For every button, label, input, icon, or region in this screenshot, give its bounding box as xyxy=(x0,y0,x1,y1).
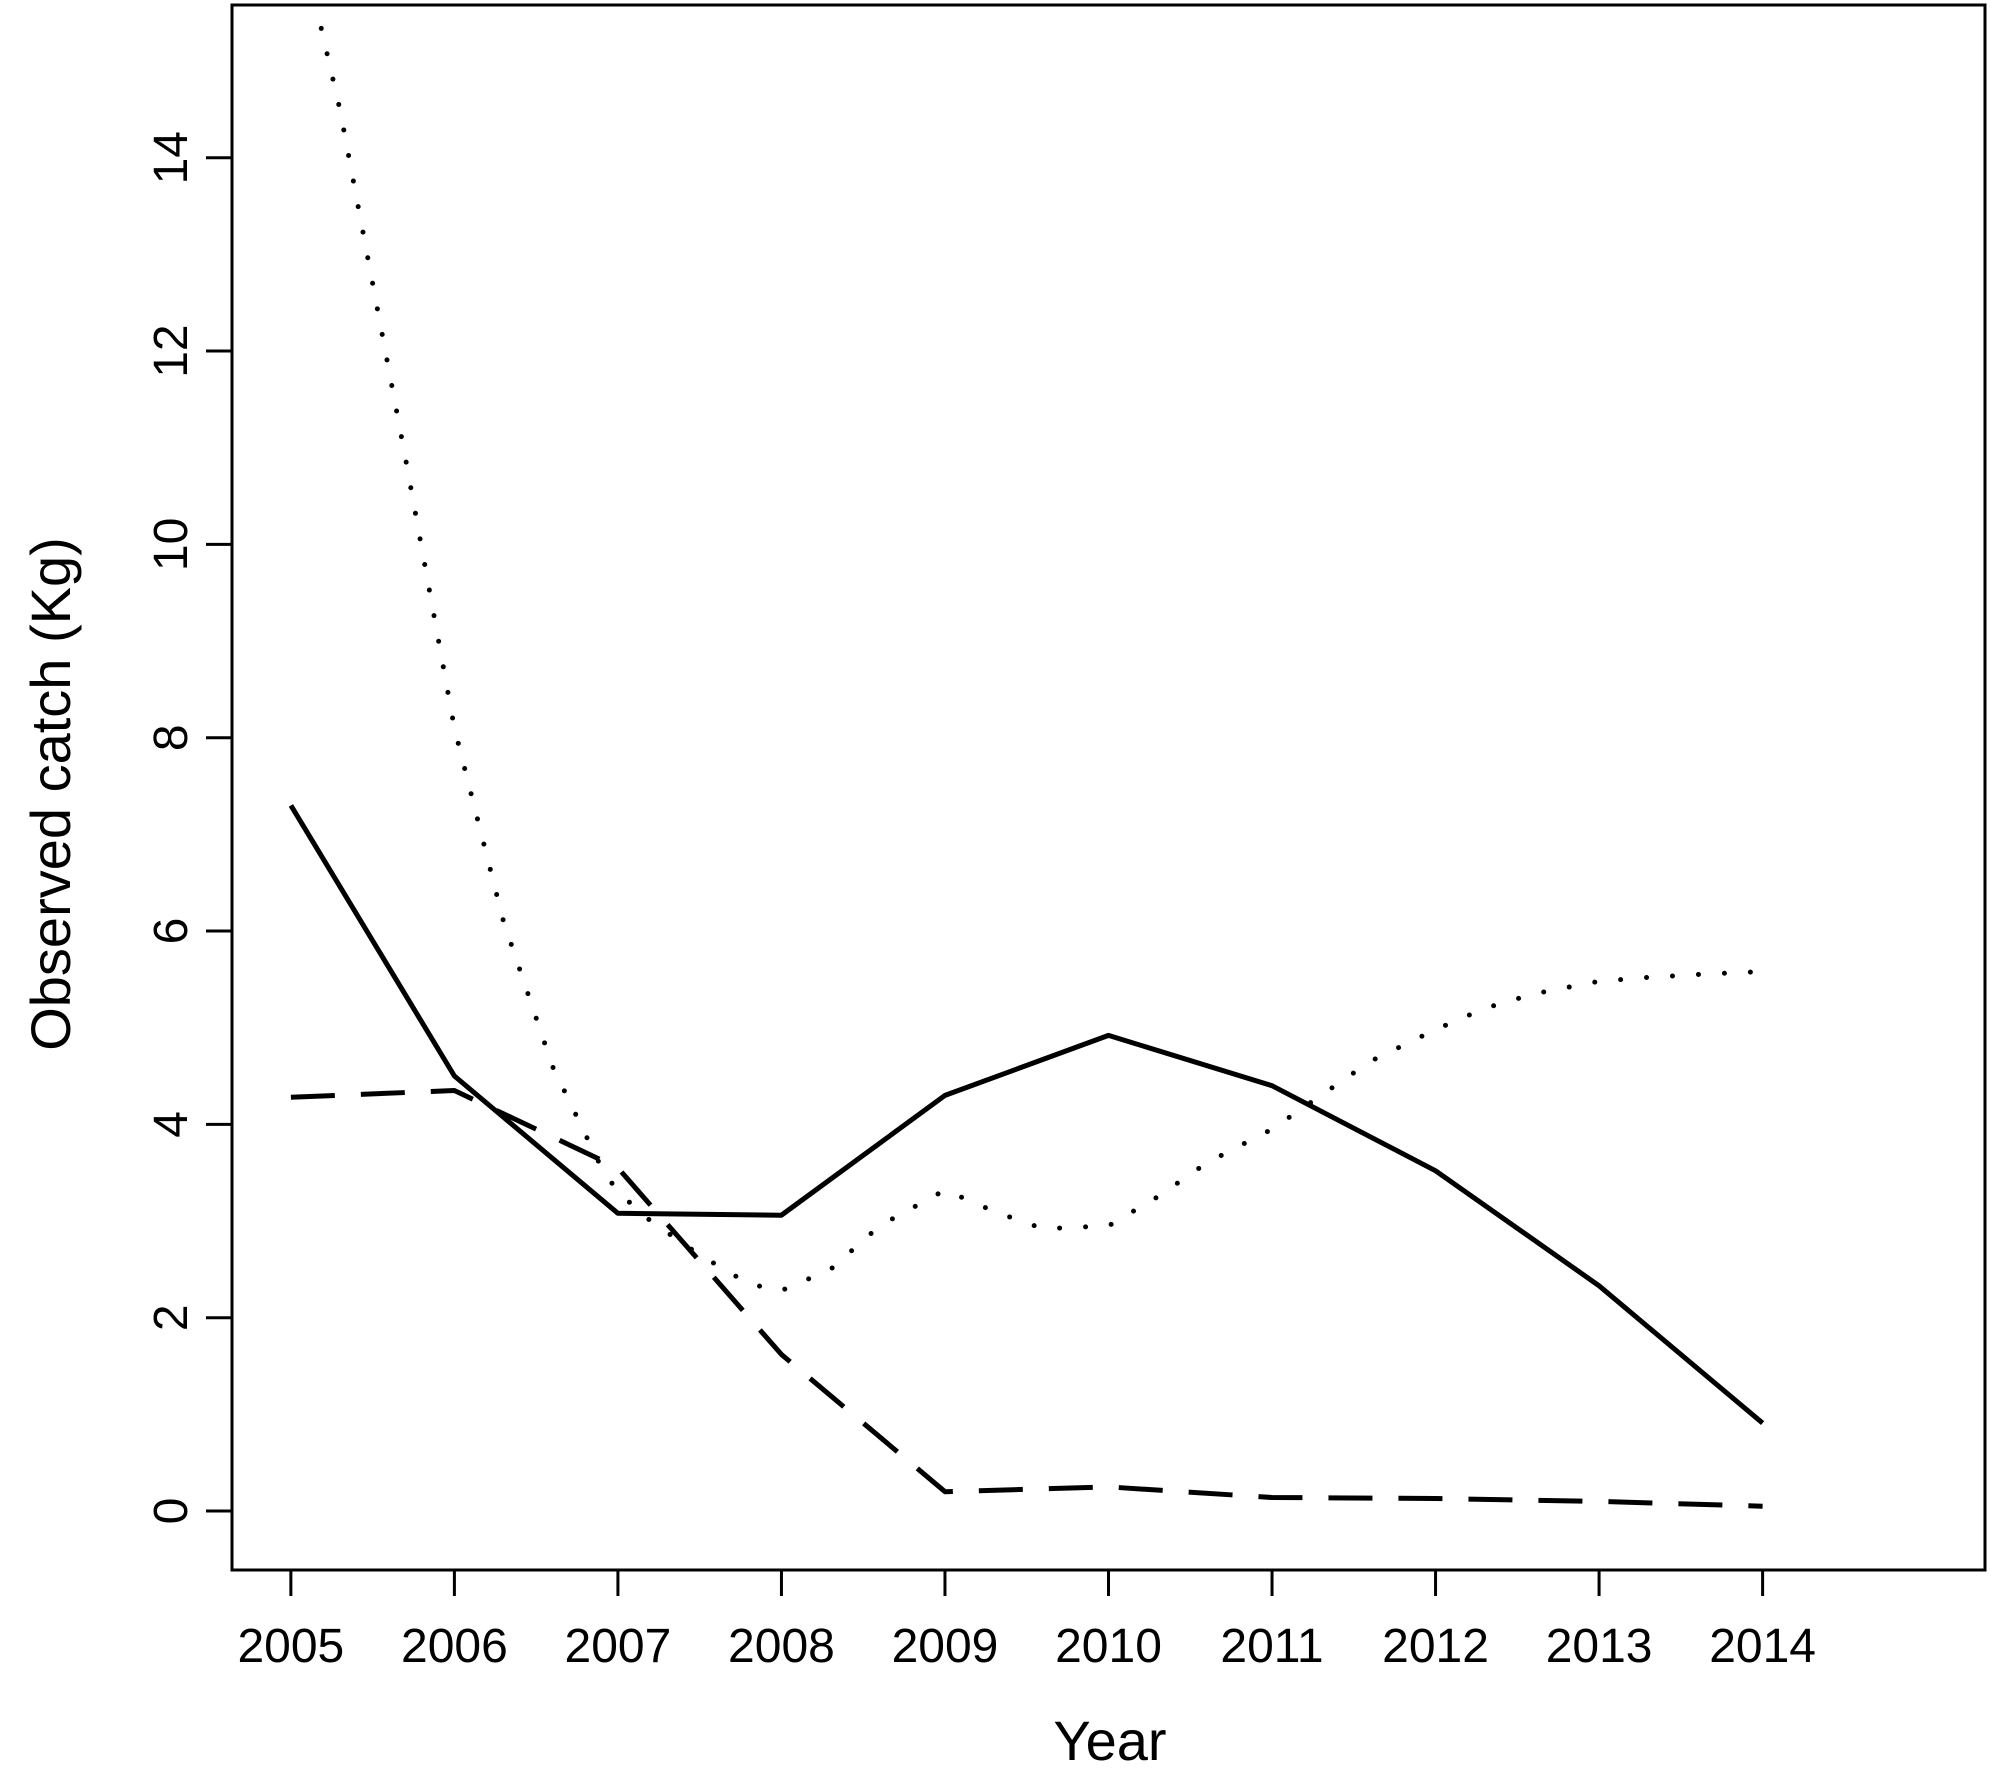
y-tick-label: 0 xyxy=(145,1498,198,1525)
y-tick-label: 6 xyxy=(145,918,198,945)
y-tick-label: 8 xyxy=(145,724,198,751)
x-axis-title: Year xyxy=(1053,1709,1166,1772)
series-line-dotted xyxy=(313,5,1766,1294)
series-line-dashed xyxy=(290,1088,1763,1509)
x-tick-label: 2014 xyxy=(1709,1620,1816,1673)
y-tick-label: 10 xyxy=(145,518,198,571)
series-line-solid xyxy=(288,804,1765,1426)
x-tick-label: 2007 xyxy=(565,1620,672,1673)
x-tick-label: 2012 xyxy=(1382,1620,1489,1673)
y-axis-title: Observed catch (Kg) xyxy=(19,537,82,1051)
y-tick-label: 14 xyxy=(145,131,198,184)
y-tick-label: 12 xyxy=(145,324,198,377)
y-tick-label: 4 xyxy=(145,1111,198,1138)
x-tick-label: 2013 xyxy=(1546,1620,1653,1673)
x-tick-label: 2008 xyxy=(728,1620,835,1673)
x-tick-label: 2006 xyxy=(401,1620,508,1673)
x-tick-label: 2009 xyxy=(892,1620,999,1673)
x-tick-label: 2005 xyxy=(237,1620,344,1673)
x-tick-label: 2011 xyxy=(1220,1620,1323,1673)
y-tick-label: 2 xyxy=(145,1304,198,1331)
x-tick-label: 2010 xyxy=(1055,1620,1162,1673)
plot-frame xyxy=(230,3,1987,1572)
